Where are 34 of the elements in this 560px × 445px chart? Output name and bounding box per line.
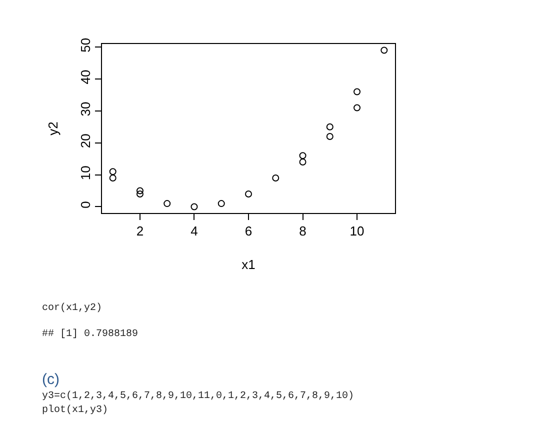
text: (c) <box>42 371 60 388</box>
point <box>380 46 388 54</box>
text: plot(x1,y3) <box>42 404 108 416</box>
point <box>136 190 144 198</box>
x-tick-label: 8 <box>299 224 306 239</box>
point <box>326 123 334 130</box>
point <box>109 168 116 176</box>
y-axis-title: y2 <box>46 122 61 136</box>
point <box>354 104 361 112</box>
point <box>354 88 361 96</box>
text: ## [1] 0.7988189 <box>42 328 138 340</box>
x-axis-title: x1 <box>242 257 256 272</box>
point <box>136 187 144 194</box>
point <box>190 203 198 210</box>
y-tick-label: 30 <box>78 102 93 116</box>
point <box>299 152 306 160</box>
text: y3=c(1,2,3,4,5,6,7,8,9,10,11,0,1,2,3,4,5,6,7,8,9,10) <box>42 390 354 402</box>
point <box>299 158 306 166</box>
point <box>164 200 171 208</box>
x-tick-label: 6 <box>244 224 252 239</box>
x-tick-label: 2 <box>136 224 144 239</box>
point <box>245 190 252 198</box>
point <box>326 132 334 140</box>
point <box>272 174 280 182</box>
point <box>218 200 225 208</box>
y-tick-label: 10 <box>78 166 93 180</box>
y-tick-label: 40 <box>78 70 93 84</box>
point <box>109 174 116 182</box>
y-tick-label: 50 <box>78 38 93 52</box>
x-tick-label: 10 <box>350 224 364 239</box>
x-tick-label: 4 <box>190 224 198 239</box>
y-tick-label: 0 <box>78 201 93 208</box>
y-tick-label: 20 <box>78 134 93 148</box>
text: cor(x1,y2) <box>42 302 102 314</box>
